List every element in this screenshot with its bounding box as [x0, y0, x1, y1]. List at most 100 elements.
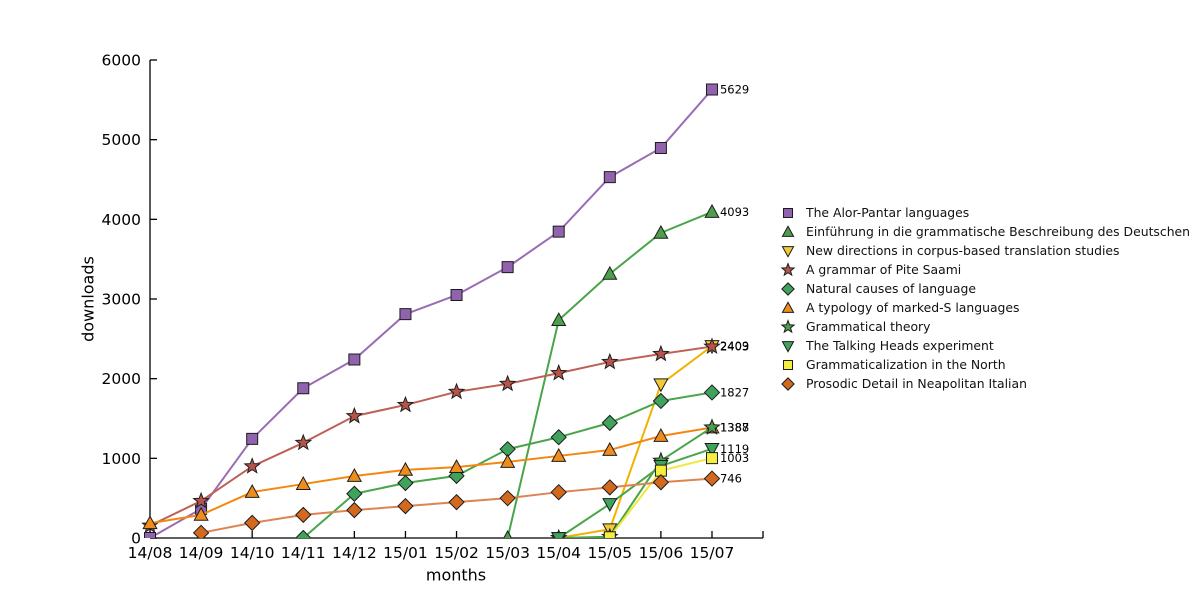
- series-0: [144, 83, 718, 538]
- x-tick-label: 14/12: [332, 544, 377, 562]
- series-end-label: 4093: [720, 205, 749, 219]
- y-tick-label: 5000: [102, 131, 141, 149]
- triangle-up-marker: [602, 265, 618, 280]
- series-end-label: 2409: [720, 339, 749, 353]
- star-marker: [243, 457, 261, 474]
- diamond-marker: [601, 414, 619, 432]
- series-layer: [141, 83, 721, 538]
- square-marker: [501, 261, 514, 274]
- legend-item-4: Natural causes of language: [779, 279, 1190, 298]
- diamond-marker: [703, 384, 721, 401]
- triangle-down-marker: [551, 532, 567, 538]
- series-line: [558, 426, 713, 538]
- square-marker: [552, 225, 565, 238]
- triangle-up-marker: [244, 483, 260, 498]
- diamond-marker: [346, 485, 363, 502]
- diamond-marker: [397, 497, 414, 515]
- star-legend-marker-icon: [780, 261, 796, 276]
- star-marker: [703, 418, 721, 435]
- triangle-down-marker: [602, 498, 618, 513]
- legend-label: Prosodic Detail in Neapolitan Italian: [806, 376, 1027, 391]
- x-tick-label: 15/05: [587, 544, 632, 562]
- legend-label: A typology of marked-S languages: [806, 300, 1020, 315]
- square-marker: [399, 308, 412, 321]
- legend-label: Natural causes of language: [806, 281, 976, 296]
- y-tick-label: 3000: [102, 291, 141, 309]
- star-marker: [294, 433, 313, 451]
- triangle-up-marker: [193, 506, 209, 521]
- x-tick-label: 15/03: [485, 544, 530, 562]
- x-axis-title: months: [425, 565, 487, 585]
- star-marker: [396, 395, 415, 413]
- square-marker: [246, 432, 259, 445]
- triangle-up-marker: [346, 467, 363, 482]
- triangle-down-marker: [704, 442, 720, 457]
- series-4: [295, 384, 721, 538]
- legend-label: Einführung in die grammatische Beschreib…: [806, 224, 1191, 239]
- star-marker: [652, 344, 670, 362]
- series-3: [141, 337, 721, 534]
- x-tick-label: 14/09: [179, 544, 224, 562]
- star-marker: [447, 382, 466, 400]
- legend-label: The Alor-Pantar languages: [806, 205, 970, 220]
- diamond-marker: [295, 506, 312, 524]
- triangle-down-legend-marker-icon: [781, 245, 795, 258]
- triangle-up-marker: [704, 203, 720, 218]
- x-tick-label: 15/04: [536, 544, 581, 562]
- series-line: [558, 345, 713, 538]
- y-tick-label: 1000: [102, 450, 141, 468]
- square-marker: [603, 531, 616, 538]
- legend-label: Grammatical theory: [806, 319, 931, 334]
- star-marker: [498, 374, 517, 392]
- square-marker: [705, 83, 718, 96]
- series-end-label: 1388: [720, 420, 749, 434]
- legend-label: The Talking Heads experiment: [806, 338, 994, 353]
- x-tick-label: 14/10: [230, 544, 275, 562]
- legend-label: New directions in corpus-based translati…: [806, 243, 1120, 258]
- star-marker: [549, 363, 568, 381]
- diamond-marker: [703, 470, 721, 487]
- x-tick-label: 15/06: [639, 544, 684, 562]
- series-end-label: 1119: [720, 442, 749, 456]
- square-marker: [654, 464, 667, 477]
- series-end-label: 2403: [720, 340, 749, 354]
- star-legend-marker-icon: [780, 318, 796, 333]
- triangle-up-legend-marker-icon: [781, 224, 795, 237]
- legend-item-6: Grammatical theory: [779, 317, 1190, 336]
- series-end-label: 5629: [720, 83, 749, 97]
- x-tick-label: 14/11: [281, 544, 326, 562]
- triangle-down-legend-marker-icon: [781, 340, 795, 353]
- series-line: [149, 426, 713, 525]
- square-marker: [348, 353, 361, 366]
- y-tick-label: 4000: [102, 211, 141, 229]
- square-marker: [654, 142, 667, 155]
- square-legend-marker-icon: [782, 207, 794, 218]
- triangle-up-marker: [295, 476, 311, 490]
- legend-label: A grammar of Pite Saami: [806, 262, 962, 277]
- series-5: [142, 419, 720, 530]
- square-marker: [603, 171, 616, 184]
- triangle-up-marker: [142, 515, 158, 530]
- x-tick-label: 15/01: [383, 544, 428, 562]
- y-tick-label: 0: [131, 530, 141, 548]
- triangle-up-marker: [653, 224, 669, 239]
- triangle-up-marker: [602, 441, 618, 456]
- star-marker: [345, 406, 364, 424]
- triangle-up-marker: [397, 461, 414, 476]
- diamond-marker: [243, 514, 261, 532]
- series-8: [603, 452, 718, 538]
- star-marker: [601, 352, 619, 370]
- diamond-marker: [550, 429, 567, 446]
- square-marker: [144, 532, 156, 538]
- legend-item-8: Grammaticalization in the North: [779, 355, 1190, 374]
- diamond-marker: [601, 479, 619, 496]
- legend-item-3: A grammar of Pite Saami: [779, 260, 1190, 279]
- legend-item-7: The Talking Heads experiment: [779, 336, 1190, 355]
- series-end-label: 1003: [720, 451, 749, 465]
- triangle-up-marker: [551, 312, 567, 327]
- triangle-up-marker: [448, 459, 465, 473]
- x-tick-label: 15/02: [434, 544, 479, 562]
- diamond-marker: [550, 483, 567, 501]
- chart-legend: The Alor-Pantar languages Einführung in d…: [779, 203, 1190, 393]
